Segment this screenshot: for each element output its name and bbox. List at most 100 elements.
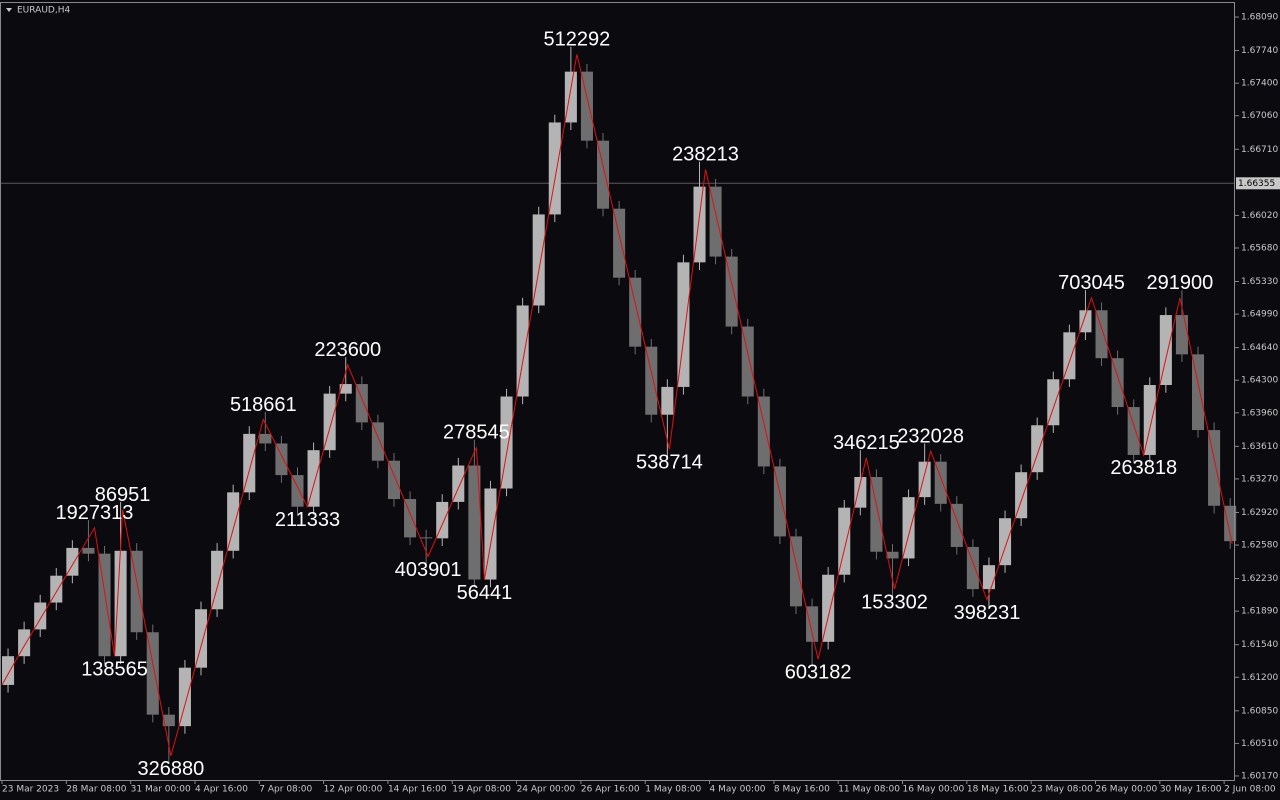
zigzag-label: 518661 bbox=[230, 394, 297, 416]
x-tick-label: 14 Apr 16:00 bbox=[388, 785, 447, 795]
x-tick-label: 12 Apr 00:00 bbox=[324, 785, 383, 795]
zigzag-label: 403901 bbox=[395, 559, 462, 581]
zigzag-label: 703045 bbox=[1058, 272, 1125, 294]
y-tick-label: 1.64640 bbox=[1241, 343, 1278, 353]
candle-body bbox=[918, 461, 931, 498]
candle-body bbox=[211, 550, 224, 610]
y-tick-label: 1.66020 bbox=[1241, 211, 1278, 221]
candle-body bbox=[420, 537, 433, 539]
candle-body bbox=[966, 546, 979, 590]
y-tick-label: 1.63270 bbox=[1241, 474, 1278, 484]
candle-body bbox=[773, 466, 786, 537]
x-tick-label: 30 May 16:00 bbox=[1160, 785, 1222, 795]
candle-body bbox=[387, 460, 401, 500]
x-tick-label: 24 Apr 00:00 bbox=[517, 785, 576, 795]
menu-arrow[interactable] bbox=[6, 8, 12, 12]
candle-body bbox=[1063, 332, 1076, 380]
plot-border bbox=[0, 2, 1235, 781]
candle-body bbox=[275, 443, 288, 476]
candle-body bbox=[1015, 472, 1028, 519]
candle-body bbox=[1175, 315, 1188, 355]
zigzag-label: 278545 bbox=[443, 422, 510, 444]
candle-body bbox=[629, 277, 642, 347]
candle-body bbox=[1127, 407, 1140, 455]
candle-body bbox=[1095, 310, 1108, 359]
candle-body bbox=[291, 475, 304, 507]
candle-body bbox=[709, 186, 722, 257]
zigzag-label: 326880 bbox=[137, 758, 204, 780]
zigzag-label: 86951 bbox=[95, 484, 151, 506]
candle-body bbox=[114, 550, 127, 657]
y-tick-label: 1.64990 bbox=[1241, 310, 1278, 320]
x-tick-label: 19 Apr 08:00 bbox=[452, 785, 511, 795]
candle-body bbox=[227, 492, 240, 551]
candle-body bbox=[1191, 354, 1205, 431]
candle-body bbox=[130, 550, 143, 633]
candle-body bbox=[307, 450, 320, 507]
candle-body bbox=[468, 465, 481, 580]
candle-body bbox=[645, 346, 658, 415]
candle-body bbox=[532, 214, 545, 306]
y-tick-label: 1.64300 bbox=[1241, 376, 1278, 386]
candle-body bbox=[2, 656, 15, 685]
y-tick-label: 1.63960 bbox=[1241, 408, 1278, 418]
y-tick-label: 1.61890 bbox=[1241, 607, 1278, 617]
x-tick-label: 31 Mar 00:00 bbox=[131, 785, 191, 795]
x-tick-label: 8 May 16:00 bbox=[774, 785, 830, 795]
zigzag-label: 398231 bbox=[954, 602, 1021, 624]
candle-body bbox=[1111, 358, 1124, 408]
x-tick-label: 23 Mar 2023 bbox=[2, 785, 59, 795]
candle-body bbox=[18, 629, 31, 657]
zigzag-label: 1927313 bbox=[56, 502, 134, 524]
chart-title: EURAUD,H4 bbox=[17, 6, 70, 16]
candle-body bbox=[1079, 310, 1092, 333]
candle-body bbox=[902, 497, 915, 559]
zigzag-label: 238213 bbox=[672, 144, 739, 166]
y-tick-label: 1.65680 bbox=[1241, 243, 1278, 253]
candle-body bbox=[371, 422, 384, 461]
candle-body bbox=[516, 305, 529, 397]
y-tick-label: 1.63610 bbox=[1241, 442, 1278, 452]
candle-body bbox=[66, 547, 79, 576]
candle-body bbox=[982, 565, 995, 590]
candle-body bbox=[596, 140, 610, 209]
y-tick-label: 1.66710 bbox=[1241, 145, 1278, 155]
y-tick-label: 1.65330 bbox=[1241, 277, 1278, 287]
candle-body bbox=[999, 518, 1012, 566]
candle-body bbox=[757, 396, 770, 467]
candle-body bbox=[564, 71, 577, 123]
candle-body bbox=[452, 465, 465, 502]
zigzag-label: 56441 bbox=[457, 582, 513, 604]
candle-body bbox=[259, 433, 272, 444]
candle-body bbox=[34, 602, 47, 630]
candle-body bbox=[870, 477, 883, 552]
y-tick-label: 1.62230 bbox=[1241, 574, 1278, 584]
candle-body bbox=[98, 553, 111, 657]
candle-body bbox=[404, 499, 417, 538]
x-tick-label: 26 Apr 16:00 bbox=[581, 785, 640, 795]
candle-body bbox=[789, 536, 803, 607]
zigzag-label: 603182 bbox=[785, 661, 852, 683]
zigzag-label: 512292 bbox=[544, 29, 611, 51]
zigzag-label: 346215 bbox=[833, 432, 900, 454]
x-tick-label: 28 Mar 08:00 bbox=[66, 785, 126, 795]
zigzag-line bbox=[1, 54, 1233, 757]
y-tick-label: 1.60850 bbox=[1241, 706, 1278, 716]
x-tick-label: 7 Apr 08:00 bbox=[259, 785, 312, 795]
candle-body bbox=[677, 262, 690, 387]
price-tag-label: 1.66355 bbox=[1238, 179, 1275, 189]
y-tick-label: 1.62920 bbox=[1241, 508, 1278, 518]
y-tick-label: 1.67400 bbox=[1241, 79, 1278, 89]
y-tick-label: 1.67740 bbox=[1241, 46, 1278, 56]
x-tick-label: 26 May 00:00 bbox=[1095, 785, 1157, 795]
candle-body bbox=[1047, 379, 1060, 426]
candle-body bbox=[741, 326, 754, 397]
candle-body bbox=[934, 461, 947, 504]
candle-body bbox=[50, 575, 63, 603]
candle-body bbox=[693, 186, 706, 263]
x-tick-label: 16 May 00:00 bbox=[903, 785, 965, 795]
candle-body bbox=[838, 507, 851, 575]
candle-body bbox=[613, 208, 626, 278]
candle-body bbox=[822, 574, 835, 642]
candle-body bbox=[886, 551, 899, 559]
